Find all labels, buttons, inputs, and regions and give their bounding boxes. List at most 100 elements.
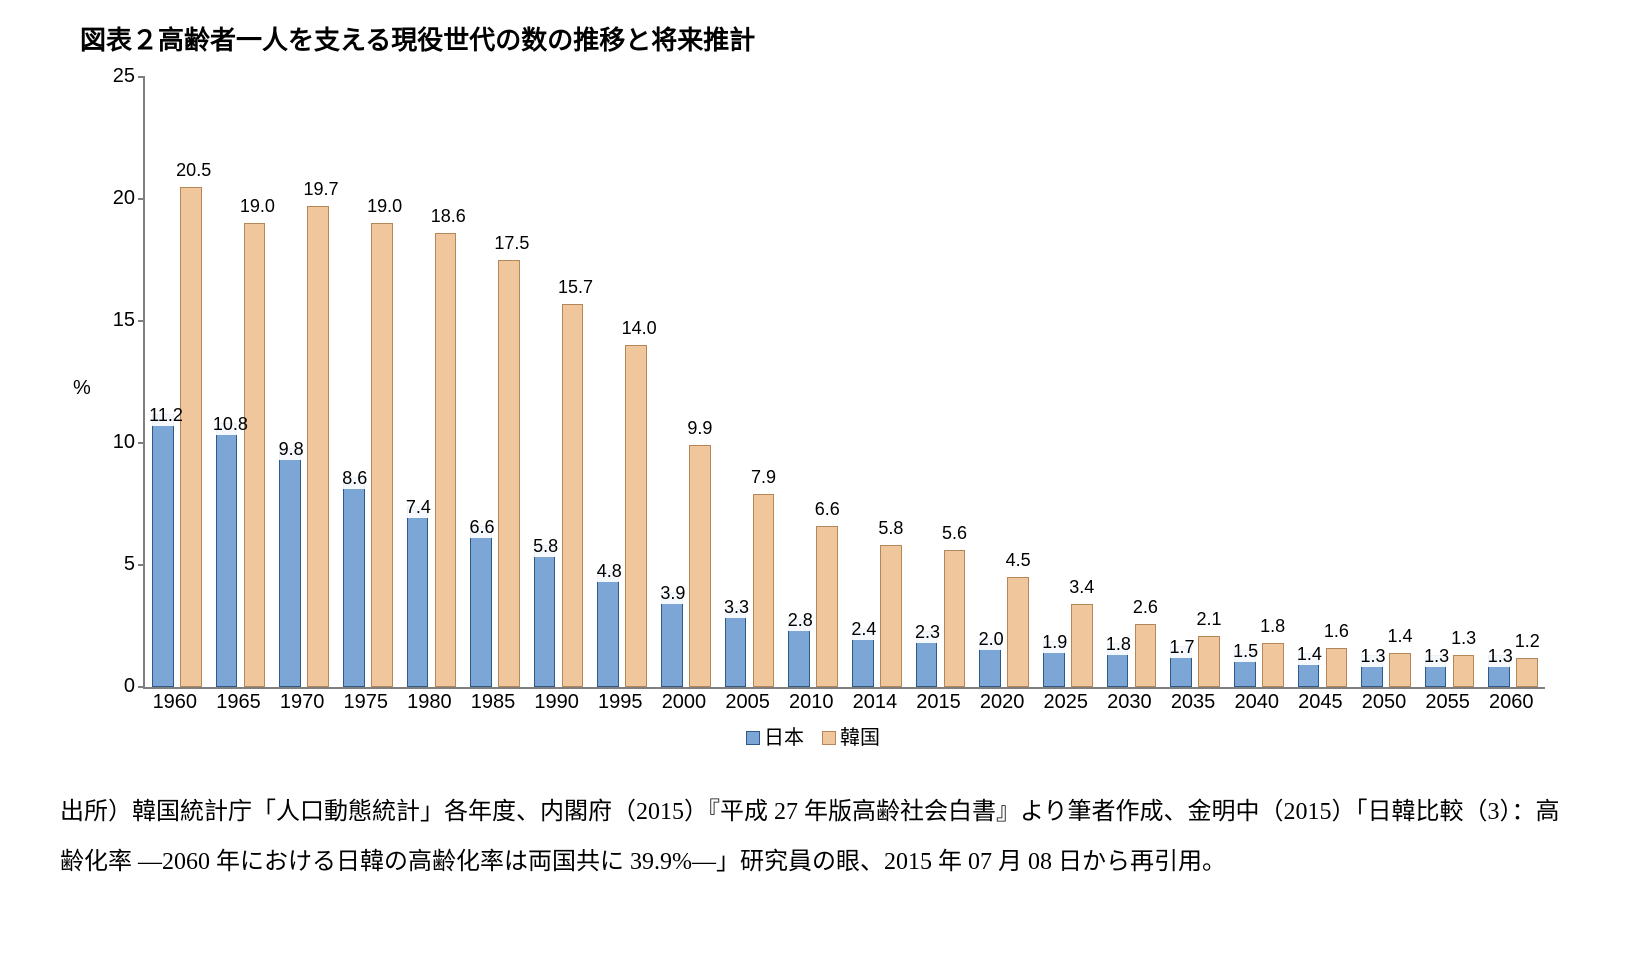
value-label-korea: 2.6 bbox=[1131, 597, 1160, 618]
value-label-korea: 3.4 bbox=[1067, 577, 1096, 598]
value-label-japan: 1.9 bbox=[1039, 632, 1070, 653]
value-label-japan: 8.6 bbox=[339, 468, 370, 489]
value-label-korea: 14.0 bbox=[622, 318, 651, 339]
legend-label-korea: 韓国 bbox=[840, 727, 880, 749]
bar-korea bbox=[1516, 658, 1538, 687]
value-label-korea: 1.6 bbox=[1322, 621, 1351, 642]
bar-group: 5.815.7 bbox=[527, 77, 591, 687]
x-tick-label: 2035 bbox=[1161, 691, 1225, 714]
bar-korea bbox=[1453, 655, 1475, 687]
bar-group: 2.0 4.5 bbox=[972, 77, 1036, 687]
bar-korea bbox=[1326, 648, 1348, 687]
y-tick-label: 15 bbox=[95, 309, 135, 332]
y-tick-label: 10 bbox=[95, 431, 135, 454]
x-tick-label: 2020 bbox=[970, 691, 1034, 714]
y-tick bbox=[138, 198, 145, 200]
bar-group: 1.72.1 bbox=[1163, 77, 1227, 687]
y-tick bbox=[138, 564, 145, 566]
x-tick-label: 1970 bbox=[270, 691, 334, 714]
y-tick-label: 0 bbox=[95, 675, 135, 698]
chart-title: 図表２高齢者一人を支える現役世代の数の推移と将来推計 bbox=[80, 20, 1566, 57]
x-axis-labels: 1960196519701975198019851990199520002005… bbox=[143, 691, 1543, 714]
value-label-japan: 6.6 bbox=[466, 517, 497, 538]
bar-group: 1.31.3 bbox=[1418, 77, 1482, 687]
x-tick-label: 2045 bbox=[1289, 691, 1353, 714]
x-tick-label: 1990 bbox=[525, 691, 589, 714]
x-tick-label: 2000 bbox=[652, 691, 716, 714]
value-label-korea: 4.5 bbox=[1004, 550, 1033, 571]
bar-group: 2.45.8 bbox=[845, 77, 909, 687]
bar-korea bbox=[562, 304, 584, 687]
bar-japan bbox=[216, 423, 238, 687]
bar-korea bbox=[880, 545, 902, 687]
bar-korea bbox=[1135, 624, 1157, 687]
x-tick-label: 1975 bbox=[334, 691, 398, 714]
bar-korea bbox=[1071, 604, 1093, 687]
bar-group: 7.4 18.6 bbox=[400, 77, 464, 687]
value-label-korea: 1.4 bbox=[1385, 626, 1414, 647]
value-label-japan: 5.8 bbox=[530, 536, 561, 557]
x-tick-label: 2060 bbox=[1479, 691, 1543, 714]
bar-group: 1.31.4 bbox=[1354, 77, 1418, 687]
bar-korea bbox=[944, 550, 966, 687]
bar-group: 3.9 9.9 bbox=[654, 77, 718, 687]
x-tick-label: 1980 bbox=[398, 691, 462, 714]
legend-item-japan: 日本 bbox=[746, 721, 804, 750]
value-label-japan: 7.4 bbox=[403, 497, 434, 518]
value-label-japan: 2.8 bbox=[785, 610, 816, 631]
x-tick-label: 2025 bbox=[1034, 691, 1098, 714]
value-label-korea: 17.5 bbox=[494, 233, 523, 254]
bar-group: 6.6 17.5 bbox=[463, 77, 527, 687]
plot-area: 11.220.510.819.09.819.78.619.07.418.66.6… bbox=[143, 77, 1545, 689]
x-tick-label: 1995 bbox=[588, 691, 652, 714]
value-label-japan: 11.2 bbox=[148, 405, 179, 426]
legend-swatch-japan bbox=[746, 731, 760, 745]
y-tick bbox=[138, 76, 145, 78]
bar-group: 3.37.9 bbox=[718, 77, 782, 687]
x-tick-label: 2040 bbox=[1225, 691, 1289, 714]
value-label-korea: 1.2 bbox=[1513, 631, 1542, 652]
value-label-japan: 4.8 bbox=[594, 561, 625, 582]
legend-label-japan: 日本 bbox=[764, 727, 804, 749]
bar-group: 1.31.2 bbox=[1481, 77, 1545, 687]
bar-korea bbox=[307, 206, 329, 687]
y-tick-label: 25 bbox=[95, 65, 135, 88]
legend: 日本 韓国 bbox=[63, 721, 1563, 750]
page: 図表２高齢者一人を支える現役世代の数の推移と将来推計 % 0510152025 … bbox=[0, 0, 1626, 918]
x-tick-label: 2055 bbox=[1416, 691, 1480, 714]
x-tick-label: 1985 bbox=[461, 691, 525, 714]
value-label-korea: 9.9 bbox=[685, 418, 714, 439]
bar-japan bbox=[534, 545, 556, 687]
chart: % 0510152025 11.220.510.819.09.819.78.61… bbox=[63, 67, 1563, 767]
value-label-japan: 3.9 bbox=[657, 583, 688, 604]
value-label-korea: 18.6 bbox=[431, 206, 460, 227]
bar-korea bbox=[371, 223, 393, 687]
value-label-japan: 2.3 bbox=[912, 622, 943, 643]
value-label-japan: 1.4 bbox=[1294, 644, 1325, 665]
bar-group: 1.41.6 bbox=[1291, 77, 1355, 687]
x-tick-label: 1960 bbox=[143, 691, 207, 714]
value-label-japan: 1.5 bbox=[1230, 641, 1261, 662]
value-label-japan: 9.8 bbox=[275, 439, 306, 460]
value-label-korea: 19.0 bbox=[240, 196, 269, 217]
value-label-korea: 5.6 bbox=[940, 523, 969, 544]
bar-korea bbox=[625, 345, 647, 687]
bar-korea bbox=[753, 494, 775, 687]
value-label-korea: 1.3 bbox=[1449, 628, 1478, 649]
y-tick bbox=[138, 686, 145, 688]
bar-group: 9.819.7 bbox=[272, 77, 336, 687]
legend-item-korea: 韓国 bbox=[822, 721, 880, 750]
value-label-korea: 6.6 bbox=[813, 499, 842, 520]
value-label-japan: 2.0 bbox=[976, 629, 1007, 650]
bar-korea bbox=[180, 187, 202, 687]
y-tick bbox=[138, 442, 145, 444]
bar-japan bbox=[470, 526, 492, 687]
bar-japan bbox=[725, 606, 747, 687]
bar-japan bbox=[597, 570, 619, 687]
x-tick-label: 1965 bbox=[207, 691, 271, 714]
x-tick-label: 2030 bbox=[1098, 691, 1162, 714]
value-label-japan: 1.3 bbox=[1357, 646, 1388, 667]
bar-korea bbox=[1198, 636, 1220, 687]
x-tick-label: 2050 bbox=[1352, 691, 1416, 714]
bar-korea bbox=[244, 223, 266, 687]
